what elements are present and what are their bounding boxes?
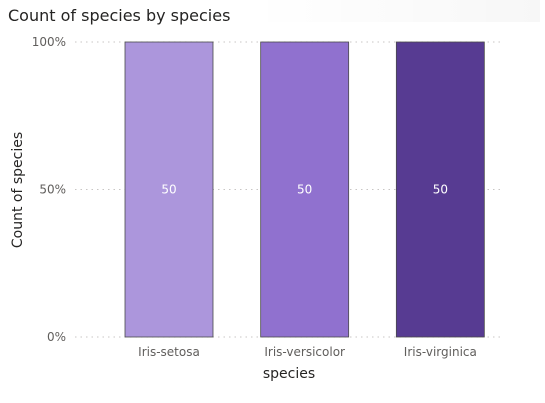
data-label: 50	[297, 183, 312, 197]
chart-title: Count of species by species	[8, 6, 231, 25]
bar-iris-virginica[interactable]	[395, 41, 485, 338]
title-bar-decoration	[250, 0, 540, 22]
y-tick-label: 0%	[47, 330, 66, 344]
x-tick-label: Iris-setosa	[138, 345, 200, 359]
y-tick-label: 100%	[32, 35, 66, 49]
bar-iris-versicolor[interactable]	[260, 41, 350, 338]
x-tick-label: Iris-virginica	[404, 345, 477, 359]
y-tick-label: 50%	[39, 183, 66, 197]
data-label: 50	[161, 183, 176, 197]
y-axis-ticks: 0% 50% 100%	[32, 35, 66, 344]
x-axis-title: species	[263, 366, 315, 382]
bar-iris-setosa[interactable]	[124, 41, 214, 338]
x-axis-ticks: Iris-setosa Iris-versicolor Iris-virginica	[138, 345, 477, 359]
x-tick-label: Iris-versicolor	[264, 345, 345, 359]
data-labels: 50 50 50	[161, 183, 448, 197]
data-label: 50	[433, 183, 448, 197]
bars[interactable]	[124, 41, 485, 338]
y-axis-title: Count of species	[10, 132, 26, 248]
